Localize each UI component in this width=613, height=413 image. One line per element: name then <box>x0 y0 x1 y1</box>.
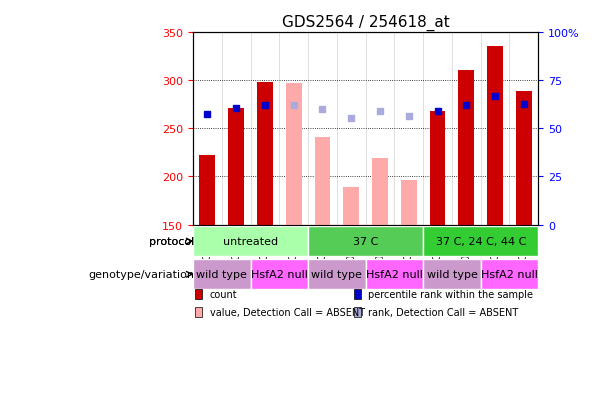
Text: value, Detection Call = ABSENT: value, Detection Call = ABSENT <box>210 308 365 318</box>
Text: rank, Detection Call = ABSENT: rank, Detection Call = ABSENT <box>368 308 518 318</box>
Text: 37 C, 24 C, 44 C: 37 C, 24 C, 44 C <box>435 237 526 247</box>
Text: HsfA2 null: HsfA2 null <box>366 270 423 280</box>
Text: wild type: wild type <box>196 270 247 280</box>
FancyBboxPatch shape <box>481 260 538 290</box>
Bar <box>516 92 532 225</box>
Text: protocol: protocol <box>149 237 194 247</box>
Text: wild type: wild type <box>427 270 478 280</box>
Text: protocol: protocol <box>149 237 194 247</box>
Bar <box>314 138 330 225</box>
Bar <box>257 83 273 225</box>
Title: GDS2564 / 254618_at: GDS2564 / 254618_at <box>282 15 449 31</box>
Text: percentile rank within the sample: percentile rank within the sample <box>368 290 533 299</box>
Text: count: count <box>210 290 237 299</box>
Bar <box>401 181 417 225</box>
Text: wild type: wild type <box>311 270 362 280</box>
FancyBboxPatch shape <box>308 227 423 256</box>
Bar <box>354 308 360 318</box>
Bar <box>196 290 202 299</box>
Bar <box>199 156 215 225</box>
FancyBboxPatch shape <box>251 260 308 290</box>
Text: genotype/variation: genotype/variation <box>88 270 194 280</box>
FancyBboxPatch shape <box>193 227 308 256</box>
Bar <box>286 83 302 225</box>
Bar <box>459 71 474 225</box>
FancyBboxPatch shape <box>308 260 365 290</box>
Bar <box>487 47 503 225</box>
FancyBboxPatch shape <box>365 260 423 290</box>
Bar <box>430 112 446 225</box>
Bar <box>228 109 244 225</box>
FancyBboxPatch shape <box>423 260 481 290</box>
Text: HsfA2 null: HsfA2 null <box>481 270 538 280</box>
Text: untreated: untreated <box>223 237 278 247</box>
FancyBboxPatch shape <box>423 227 538 256</box>
Bar <box>372 159 388 225</box>
Bar <box>354 290 360 299</box>
FancyBboxPatch shape <box>193 260 251 290</box>
Bar <box>196 308 202 318</box>
Text: 37 C: 37 C <box>353 237 378 247</box>
Text: HsfA2 null: HsfA2 null <box>251 270 308 280</box>
Bar <box>343 188 359 225</box>
